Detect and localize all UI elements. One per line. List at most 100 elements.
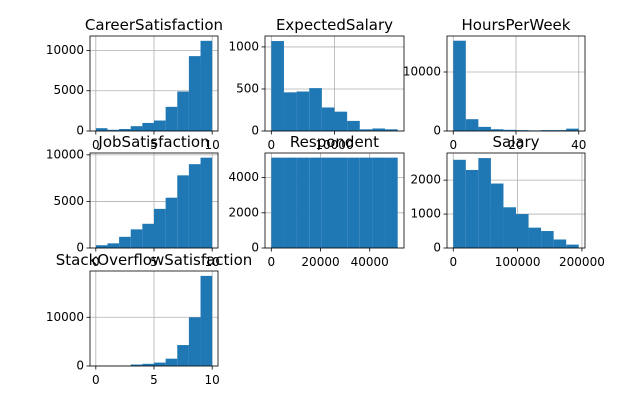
respondent-bar [309, 157, 322, 248]
hours-per-week-y-tick-label: 10000 [403, 64, 441, 78]
career-satisfaction-bar [165, 106, 178, 131]
hours-per-week-bar [478, 126, 491, 131]
salary-x-tick-label: 200000 [559, 255, 605, 269]
expected-salary-bar [271, 41, 284, 131]
hours-per-week-bar [553, 130, 567, 131]
salary-bar [516, 214, 529, 248]
expected-salary-y-tick-label: 500 [236, 81, 259, 95]
respondent-bar [283, 157, 297, 248]
salary-bar [566, 244, 579, 248]
hours-per-week-bar [503, 129, 516, 131]
job-satisfaction-y-tick-label: 0 [76, 241, 84, 255]
hours-per-week-bar [490, 129, 504, 131]
stack-overflow-satisfaction-x-tick-label: 10 [205, 373, 220, 387]
career-satisfaction-x-tick-label: 0 [92, 138, 100, 152]
respondent-bar [296, 157, 310, 248]
career-satisfaction-y-tick-label: 10000 [46, 43, 84, 57]
career-satisfaction-bar [119, 128, 131, 131]
expected-salary-x-tick-label: 0 [267, 138, 275, 152]
job-satisfaction-bar [119, 236, 131, 248]
job-satisfaction-bar [188, 164, 201, 248]
stack-overflow-satisfaction-bar [165, 358, 178, 366]
respondent-bar [385, 157, 398, 248]
expected-salary-bar [347, 120, 360, 131]
job-satisfaction-bar [165, 197, 178, 248]
job-satisfaction-x-tick-label: 10 [205, 255, 220, 269]
respondent-bar [334, 157, 348, 248]
career-satisfaction-bar [95, 128, 108, 131]
career-satisfaction-bar [188, 56, 201, 131]
hours-per-week-bar [541, 130, 554, 131]
job-satisfaction-x-tick-label: 5 [150, 255, 158, 269]
job-satisfaction-y-tick-label: 5000 [53, 194, 84, 208]
respondent-title: Respondent [290, 133, 379, 151]
respondent-y-tick-label: 4000 [228, 170, 259, 184]
salary-title: Salary [492, 133, 539, 151]
salary-subplot: 0 1000 2000 0 100000 200000 Salary [410, 133, 604, 269]
expected-salary-bar [296, 91, 310, 131]
hours-per-week-x-tick-label: 40 [571, 138, 586, 152]
job-satisfaction-bar [154, 208, 166, 248]
salary-bar [465, 169, 479, 248]
respondent-bar [271, 157, 284, 248]
stack-overflow-satisfaction-bar [188, 317, 201, 366]
expected-salary-bar [359, 129, 373, 131]
stack-overflow-satisfaction-bar [177, 345, 189, 366]
hours-per-week-bar [465, 119, 479, 131]
job-satisfaction-x-tick-label: 0 [92, 255, 100, 269]
stack-overflow-satisfaction-x-tick-label: 5 [150, 373, 158, 387]
career-satisfaction-bar [142, 122, 154, 131]
job-satisfaction-bar [107, 243, 120, 248]
salary-bar [453, 159, 466, 248]
stack-overflow-satisfaction-y-tick-label: 0 [76, 359, 84, 373]
career-satisfaction-bar [200, 40, 213, 132]
salary-axes-frame [446, 152, 586, 249]
stack-overflow-satisfaction-x-tick-label: 0 [92, 373, 100, 387]
expected-salary-bar [309, 88, 322, 131]
expected-salary-bar [385, 129, 398, 131]
respondent-bar [347, 157, 360, 248]
hours-per-week-bar [566, 128, 579, 131]
respondent-y-tick-label: 0 [251, 241, 259, 255]
job-satisfaction-title: JobSatisfaction [97, 133, 209, 151]
respondent-y-tick-label: 2000 [228, 205, 259, 219]
respondent-x-tick-label: 40000 [351, 255, 389, 269]
stack-overflow-satisfaction-title: StackOverflowSatisfaction [56, 251, 253, 269]
career-satisfaction-bar [107, 129, 120, 131]
respondent-x-tick-label: 20000 [301, 255, 339, 269]
respondent-bar [372, 157, 386, 248]
hours-per-week-y-tick-label: 0 [433, 124, 441, 138]
hours-per-week-subplot: 0 10000 0 20 40 HoursPerWeek [403, 16, 587, 152]
career-satisfaction-x-tick-label: 5 [150, 138, 158, 152]
salary-bar [541, 231, 554, 248]
salary-y-tick-label: 1000 [410, 207, 441, 221]
expected-salary-bar [334, 111, 348, 131]
hours-per-week-bar [453, 40, 466, 131]
expected-salary-bar [372, 128, 386, 131]
job-satisfaction-bar [130, 229, 143, 248]
respondent-bar [321, 157, 335, 248]
stack-overflow-satisfaction-bar [142, 363, 154, 366]
expected-salary-title: ExpectedSalary [276, 16, 393, 34]
respondent-bar [359, 157, 373, 248]
salary-y-tick-label: 0 [433, 241, 441, 255]
job-satisfaction-bar [200, 157, 213, 248]
job-satisfaction-y-tick-label: 10000 [46, 147, 84, 161]
salary-bar [503, 207, 516, 248]
career-satisfaction-subplot: 0 5000 10000 0 5 10 CareerSatisfaction [46, 16, 223, 152]
salary-bar [478, 158, 491, 248]
salary-x-tick-label: 100000 [495, 255, 541, 269]
expected-salary-bar [283, 92, 297, 131]
respondent-x-tick-label: 0 [267, 255, 275, 269]
stack-overflow-satisfaction-bar [200, 275, 213, 366]
job-satisfaction-subplot: 0 5000 10000 0 5 10 JobSatisfaction [46, 133, 220, 269]
stack-overflow-satisfaction-bar [130, 364, 143, 366]
expected-salary-y-tick-label: 1000 [228, 39, 259, 53]
respondent-axes-frame [264, 152, 405, 249]
expected-salary-bar [321, 107, 335, 131]
hours-per-week-x-tick-label: 20 [508, 138, 523, 152]
